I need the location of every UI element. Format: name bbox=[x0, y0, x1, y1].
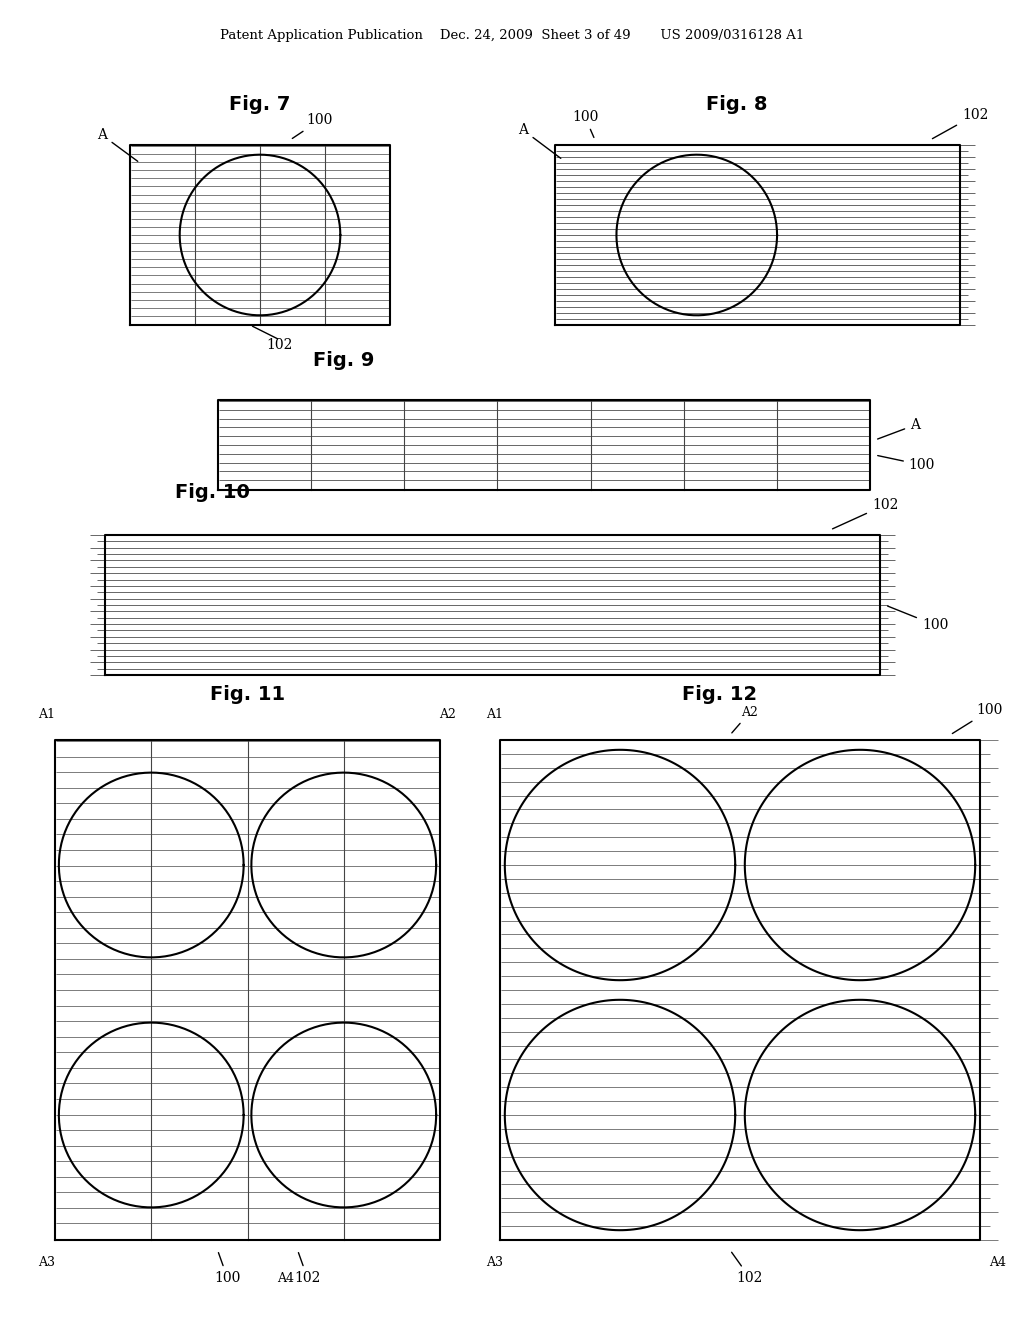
Text: Fig. 8: Fig. 8 bbox=[706, 95, 768, 115]
Text: A1: A1 bbox=[486, 709, 504, 722]
Text: 100: 100 bbox=[878, 455, 935, 473]
Text: 102: 102 bbox=[267, 338, 293, 352]
Text: 100: 100 bbox=[292, 114, 333, 139]
Text: A3: A3 bbox=[39, 1255, 55, 1269]
Text: A: A bbox=[878, 418, 920, 440]
Text: A: A bbox=[518, 123, 561, 158]
Text: A4: A4 bbox=[278, 1271, 295, 1284]
Text: A2: A2 bbox=[439, 709, 457, 722]
Text: 100: 100 bbox=[214, 1253, 241, 1284]
Text: Patent Application Publication    Dec. 24, 2009  Sheet 3 of 49       US 2009/031: Patent Application Publication Dec. 24, … bbox=[220, 29, 804, 41]
Text: 102: 102 bbox=[731, 1253, 763, 1284]
Text: Fig. 11: Fig. 11 bbox=[210, 685, 285, 705]
Text: A3: A3 bbox=[486, 1255, 504, 1269]
Text: A4: A4 bbox=[989, 1255, 1007, 1269]
Text: Fig. 10: Fig. 10 bbox=[175, 483, 250, 502]
Text: 100: 100 bbox=[571, 110, 598, 137]
Text: Fig. 9: Fig. 9 bbox=[313, 351, 375, 370]
Text: 102: 102 bbox=[294, 1253, 321, 1284]
Text: A: A bbox=[97, 128, 138, 161]
Text: 100: 100 bbox=[888, 606, 948, 632]
Text: 102: 102 bbox=[933, 108, 988, 139]
Text: Fig. 7: Fig. 7 bbox=[229, 95, 291, 115]
Text: A1: A1 bbox=[39, 709, 55, 722]
Text: 100: 100 bbox=[952, 704, 1004, 734]
Text: 102: 102 bbox=[833, 498, 898, 529]
Text: A2: A2 bbox=[732, 705, 759, 733]
Text: Fig. 12: Fig. 12 bbox=[682, 685, 758, 705]
